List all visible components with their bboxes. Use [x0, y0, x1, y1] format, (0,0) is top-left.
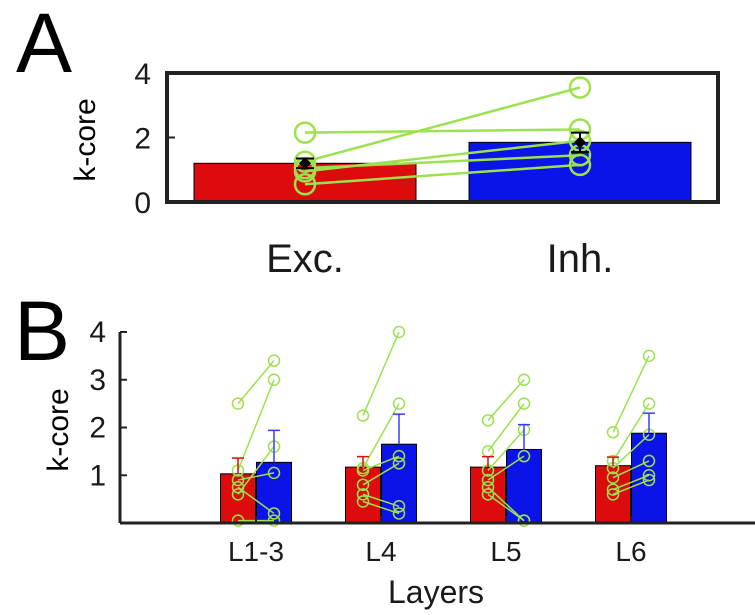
- panel-b-xlabel: Layers: [388, 574, 484, 610]
- individual-point: [293, 173, 317, 196]
- individual-point: [517, 449, 531, 463]
- individual-point: [606, 454, 620, 468]
- xtick-label: Exc.: [266, 237, 344, 281]
- individual-point: [267, 514, 281, 527]
- ytick-label: 2: [134, 123, 151, 156]
- panel-a-letter: A: [16, 0, 72, 90]
- individual-line: [487, 379, 525, 421]
- individual-line: [487, 493, 525, 522]
- individual-point: [392, 507, 406, 520]
- ytick-label: 3: [89, 364, 106, 397]
- individual-point: [267, 354, 281, 367]
- individual-point: [293, 121, 317, 144]
- individual-point: [568, 76, 592, 99]
- individual-line: [612, 434, 650, 469]
- ytick-label: 4: [89, 316, 106, 349]
- individual-line: [362, 455, 400, 472]
- individual-point: [293, 150, 317, 173]
- individual-point: [606, 483, 620, 496]
- individual-point: [642, 473, 656, 487]
- panel-a-ylabel: k-core: [69, 98, 102, 181]
- individual-line: [304, 128, 581, 134]
- individual-point: [606, 488, 620, 501]
- individual-point: [356, 488, 370, 501]
- individual-point: [642, 349, 656, 363]
- ytick-label: 4: [134, 58, 151, 91]
- individual-line: [362, 331, 400, 416]
- individual-line: [487, 455, 525, 481]
- individual-point: [517, 397, 531, 410]
- individual-point: [568, 153, 592, 177]
- individual-line: [487, 403, 525, 452]
- individual-point: [267, 466, 281, 480]
- panel-b-ylabel: k-core: [42, 388, 75, 471]
- individual-line: [362, 462, 400, 486]
- individual-point: [392, 500, 406, 513]
- xtick-label: L4: [365, 536, 396, 567]
- individual-point: [606, 471, 620, 484]
- individual-line: [237, 379, 275, 471]
- ytick-label: 1: [89, 459, 106, 492]
- panel-b-letter: B: [14, 284, 70, 378]
- panel-b-plot: L1-3 L4 L5 L6 1 2 3 4: [89, 316, 755, 567]
- individual-line: [612, 474, 650, 491]
- individual-point: [267, 373, 281, 386]
- individual-line: [362, 500, 400, 515]
- individual-line: [304, 163, 581, 186]
- individual-point: [356, 478, 370, 492]
- mean-marker: [574, 136, 586, 149]
- individual-point: [231, 488, 245, 501]
- individual-point: [356, 409, 370, 422]
- individual-point: [392, 325, 406, 339]
- individual-line: [362, 493, 400, 507]
- individual-point: [517, 514, 531, 527]
- individual-point: [642, 454, 656, 468]
- bar-Exc.: [193, 162, 417, 203]
- individual-point: [392, 457, 406, 470]
- individual-line: [612, 355, 650, 433]
- xtick-label: L1-3: [228, 536, 284, 567]
- individual-point: [231, 473, 245, 487]
- individual-point: [267, 507, 281, 520]
- individual-point: [642, 397, 656, 410]
- individual-point: [392, 397, 406, 410]
- individual-point: [392, 449, 406, 463]
- individual-point: [481, 480, 495, 494]
- individual-point: [356, 495, 370, 508]
- ytick-label: 0: [134, 187, 151, 220]
- individual-line: [612, 479, 650, 496]
- individual-line: [612, 460, 650, 479]
- mean-marker: [299, 157, 311, 170]
- panel-a-plot: 0 2 4 Exc. Inh.: [134, 58, 720, 281]
- individual-point: [481, 488, 495, 501]
- individual-line: [237, 360, 275, 405]
- individual-line: [237, 486, 275, 515]
- individual-point: [606, 426, 620, 439]
- individual-line: [304, 139, 581, 173]
- individual-point: [481, 473, 495, 487]
- ytick-label: 2: [89, 412, 106, 445]
- individual-line: [237, 446, 275, 495]
- individual-point: [517, 373, 531, 386]
- individual-point: [231, 514, 245, 527]
- individual-point: [231, 397, 245, 410]
- xtick-label: L6: [615, 536, 646, 567]
- xtick-label: Inh.: [547, 237, 614, 281]
- individual-line: [304, 86, 581, 163]
- xtick-label: L5: [490, 536, 521, 567]
- bar-L1-3-inh: [256, 461, 292, 524]
- individual-point: [481, 414, 495, 427]
- individual-line: [487, 429, 525, 471]
